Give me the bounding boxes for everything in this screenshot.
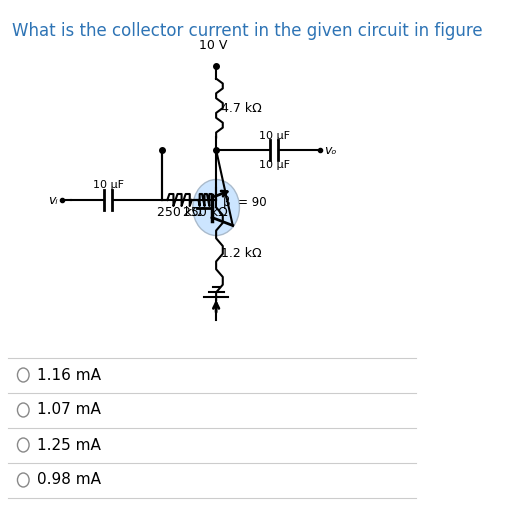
Text: 1.25 mA: 1.25 mA	[37, 438, 101, 453]
Text: 0.98 mA: 0.98 mA	[37, 473, 101, 487]
Text: 1.16 mA: 1.16 mA	[37, 367, 101, 383]
Circle shape	[17, 403, 29, 417]
Text: 1.07 mA: 1.07 mA	[37, 402, 101, 418]
Text: 250 kΩ: 250 kΩ	[183, 205, 228, 219]
Circle shape	[17, 438, 29, 452]
Circle shape	[17, 473, 29, 487]
Text: 250 kΩ: 250 kΩ	[157, 205, 202, 219]
Text: What is the collector current in the given circuit in figure: What is the collector current in the giv…	[12, 22, 483, 40]
Text: vₒ: vₒ	[324, 144, 337, 157]
Text: vᵢ: vᵢ	[49, 193, 58, 206]
Text: β  = 90: β = 90	[223, 196, 266, 209]
Text: 10 V: 10 V	[199, 39, 228, 52]
Text: 4.7 kΩ: 4.7 kΩ	[221, 102, 262, 115]
Circle shape	[193, 180, 240, 235]
Text: 10 μF: 10 μF	[92, 180, 124, 190]
Circle shape	[17, 368, 29, 382]
Text: 1.2 kΩ: 1.2 kΩ	[221, 247, 262, 260]
Text: 10 μF: 10 μF	[259, 131, 290, 141]
Text: 10 μF: 10 μF	[259, 160, 290, 170]
